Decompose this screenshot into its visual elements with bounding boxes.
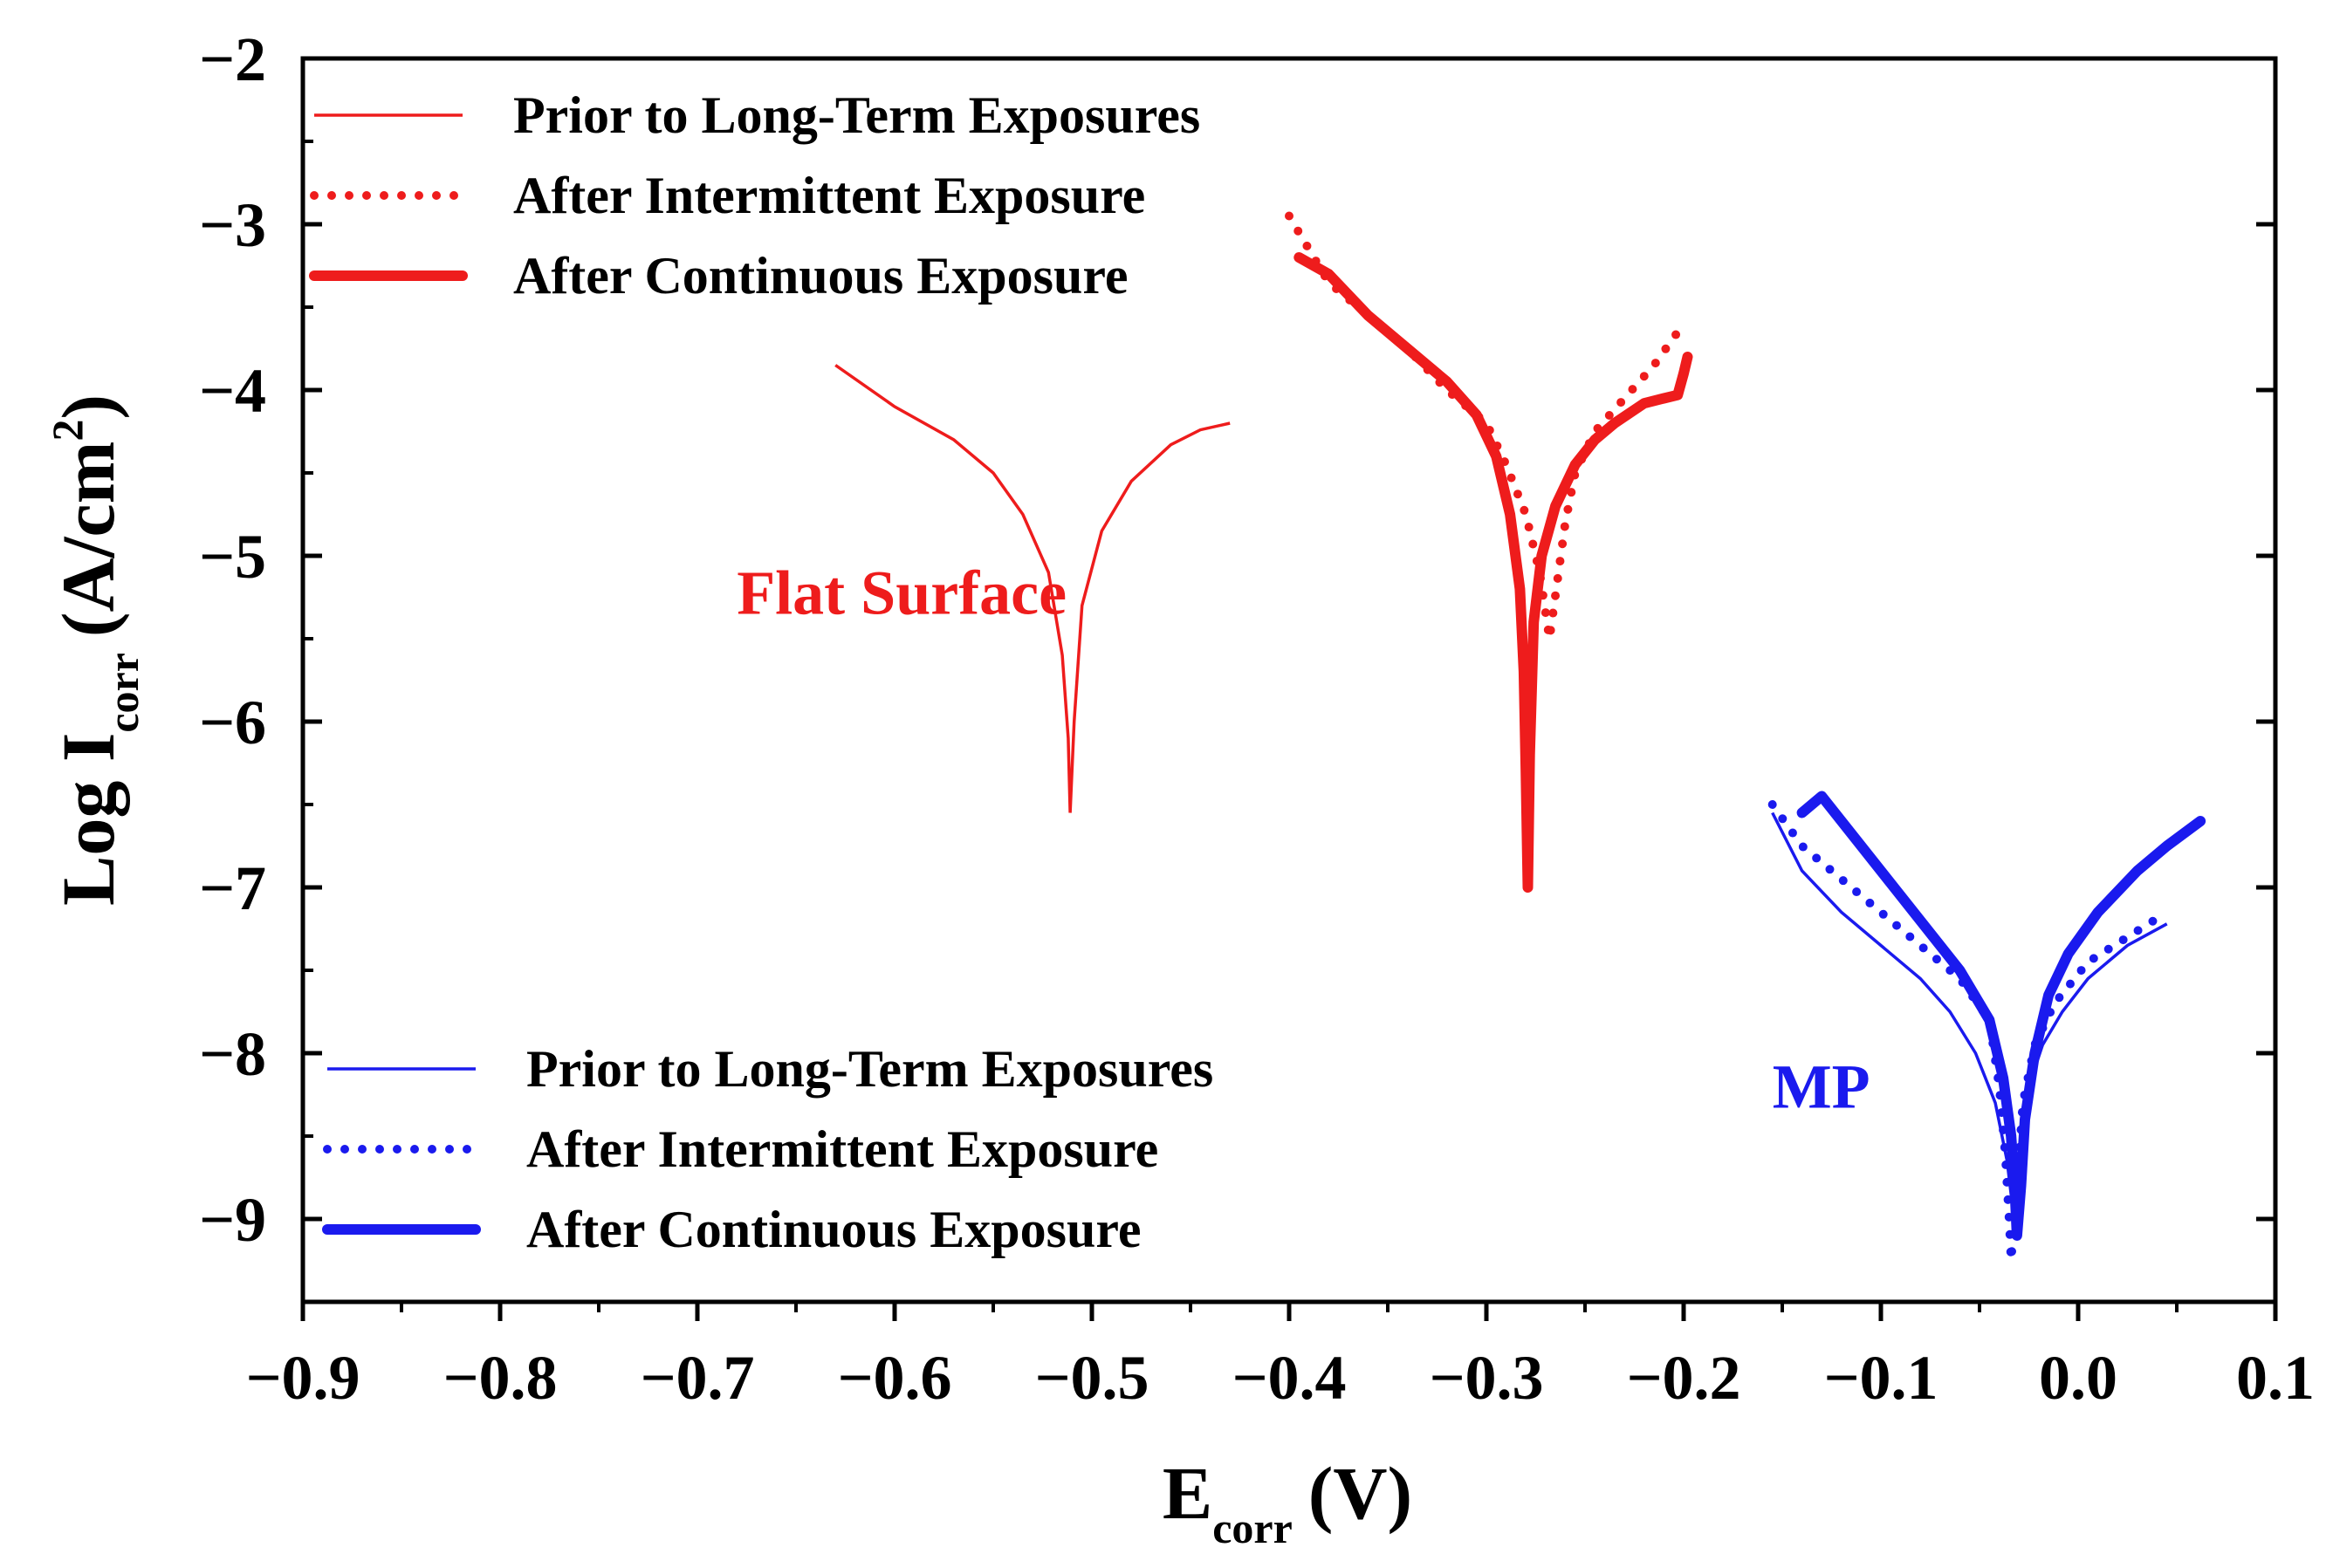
plot-frame [300,56,2278,1304]
x-axis-title-main: E [1163,1451,1212,1535]
x-tick-label: −0.4 [1232,1343,1346,1413]
x-tick-label: −0.9 [245,1343,360,1413]
legend-label: Prior to Long-Term Exposures [513,86,1200,144]
legend-label: After Continuous Exposure [526,1201,1142,1258]
legends: Prior to Long-Term Exposures After Interm… [309,86,1213,1258]
x-axis-title-sub: corr [1212,1503,1293,1552]
x-tick-label: −0.1 [1823,1343,1938,1413]
legend-label: After Intermittent Exposure [526,1120,1158,1178]
y-axis-title: Log Icorr (A/cm2) [43,394,148,906]
y-axis-title-unit: (A/cm [46,442,130,637]
annotation-label: Flat Surface [737,558,1067,628]
annotations: Flat Surface MP [737,558,1870,1122]
series-layer: Flat Surface - Prior to Long-Term Exposu… [834,211,2206,1261]
x-tick-label: 0.1 [2236,1343,2315,1413]
legend-top-left: Prior to Long-Term Exposures After Interm… [309,86,1200,305]
x-axis-title: Ecorr (V) [1163,1451,1412,1552]
legend-label: After Intermittent Exposure [513,167,1145,224]
y-tick-label: −9 [199,1185,266,1255]
y-tick-label: −5 [199,522,266,592]
legend-label: After Continuous Exposure [513,247,1129,305]
x-tick-label: −0.5 [1034,1343,1149,1413]
x-tick-label: −0.7 [640,1343,754,1413]
series-line: MP - After Intermittent Exposure [1767,800,2172,1261]
x-tick-label: −0.2 [1626,1343,1740,1413]
y-tick-label: −6 [199,688,266,757]
series-line: Flat Surface - After Continuous Exposure [1293,252,1693,893]
x-axis-title-unit: (V) [1308,1451,1412,1535]
y-tick-label: −8 [199,1019,266,1089]
y-axis-title-main: Log I [46,733,130,906]
y-axis-title-sub: corr [99,653,148,733]
series-line: Flat Surface - Prior to Long-Term Exposu… [834,364,1231,813]
y-tick-label: −7 [199,853,266,923]
y-tick-label: −4 [199,356,266,426]
annotation-label: MP [1773,1052,1870,1122]
legend-bottom-left: Prior to Long-Term Exposures After Interm… [322,1040,1213,1258]
x-tick-label: −0.6 [837,1343,951,1413]
y-tick-label: −3 [199,190,266,260]
series-line: MP - After Continuous Exposure [1796,791,2206,1241]
y-tick-label: −2 [199,24,266,94]
x-tick-label: −0.3 [1429,1343,1543,1413]
y-axis-title-unit-close: ) [46,394,130,420]
y-axis-title-unit-sup: 2 [43,420,92,442]
legend-label: Prior to Long-Term Exposures [526,1040,1213,1098]
axis-ticks: −0.9 −0.8 −0.7 −0.6 −0.5 −0.4 −0.3 −0.2 −0.1 0.0 0… [199,24,2315,1413]
x-tick-label: 0.0 [2039,1343,2117,1413]
x-tick-label: −0.8 [443,1343,557,1413]
